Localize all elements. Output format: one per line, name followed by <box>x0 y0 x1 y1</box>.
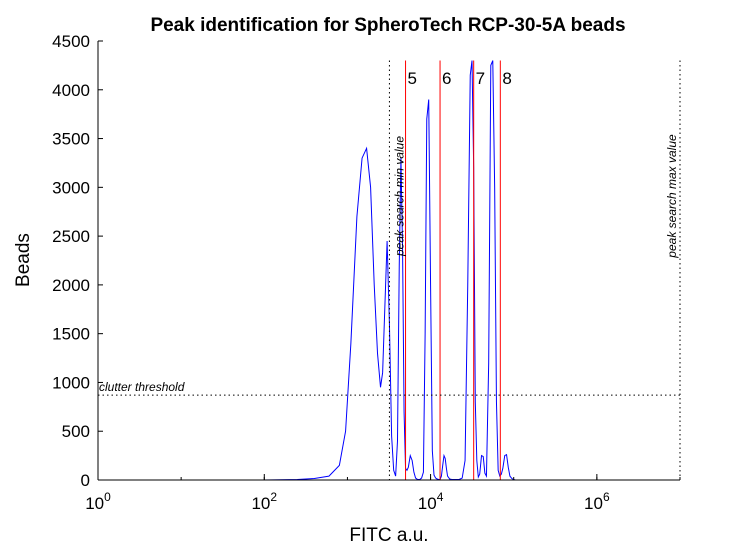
x-tick-label: 102 <box>251 490 277 513</box>
y-tick-label: 3500 <box>52 130 90 149</box>
y-tick-label: 1000 <box>52 373 90 392</box>
clutter-threshold-label: clutter threshold <box>99 380 185 394</box>
y-tick-label: 2500 <box>52 227 90 246</box>
x-tick-label: 100 <box>85 490 111 513</box>
y-tick-label: 2000 <box>52 276 90 295</box>
peak-label-6: 6 <box>442 69 451 88</box>
annotations: clutter threshold peak search min value pe… <box>98 60 681 480</box>
search-min-label: peak search min value <box>392 136 406 257</box>
y-tick-label: 4500 <box>52 32 90 51</box>
peak-label-5: 5 <box>408 69 417 88</box>
x-tick-label: 106 <box>584 490 610 513</box>
y-tick-label: 4000 <box>52 81 90 100</box>
peak-label-8: 8 <box>502 69 511 88</box>
search-max-label: peak search max value <box>665 134 679 259</box>
y-tick-label: 1500 <box>52 325 90 344</box>
peak-label-7: 7 <box>476 69 485 88</box>
y-axis-label: Beads <box>13 233 34 287</box>
y-tick-label: 500 <box>62 422 90 441</box>
y-tick-label: 0 <box>81 471 90 490</box>
x-axis-label: FITC a.u. <box>349 525 428 546</box>
axes: 0 500 1000 1500 2000 2500 3000 3500 4000 4500 100 1… <box>52 32 681 513</box>
chart-title: Peak identification for SpheroTech RCP-3… <box>150 15 625 36</box>
y-tick-label: 3000 <box>52 178 90 197</box>
plot-area <box>98 41 680 480</box>
x-tick-label: 104 <box>418 490 444 513</box>
